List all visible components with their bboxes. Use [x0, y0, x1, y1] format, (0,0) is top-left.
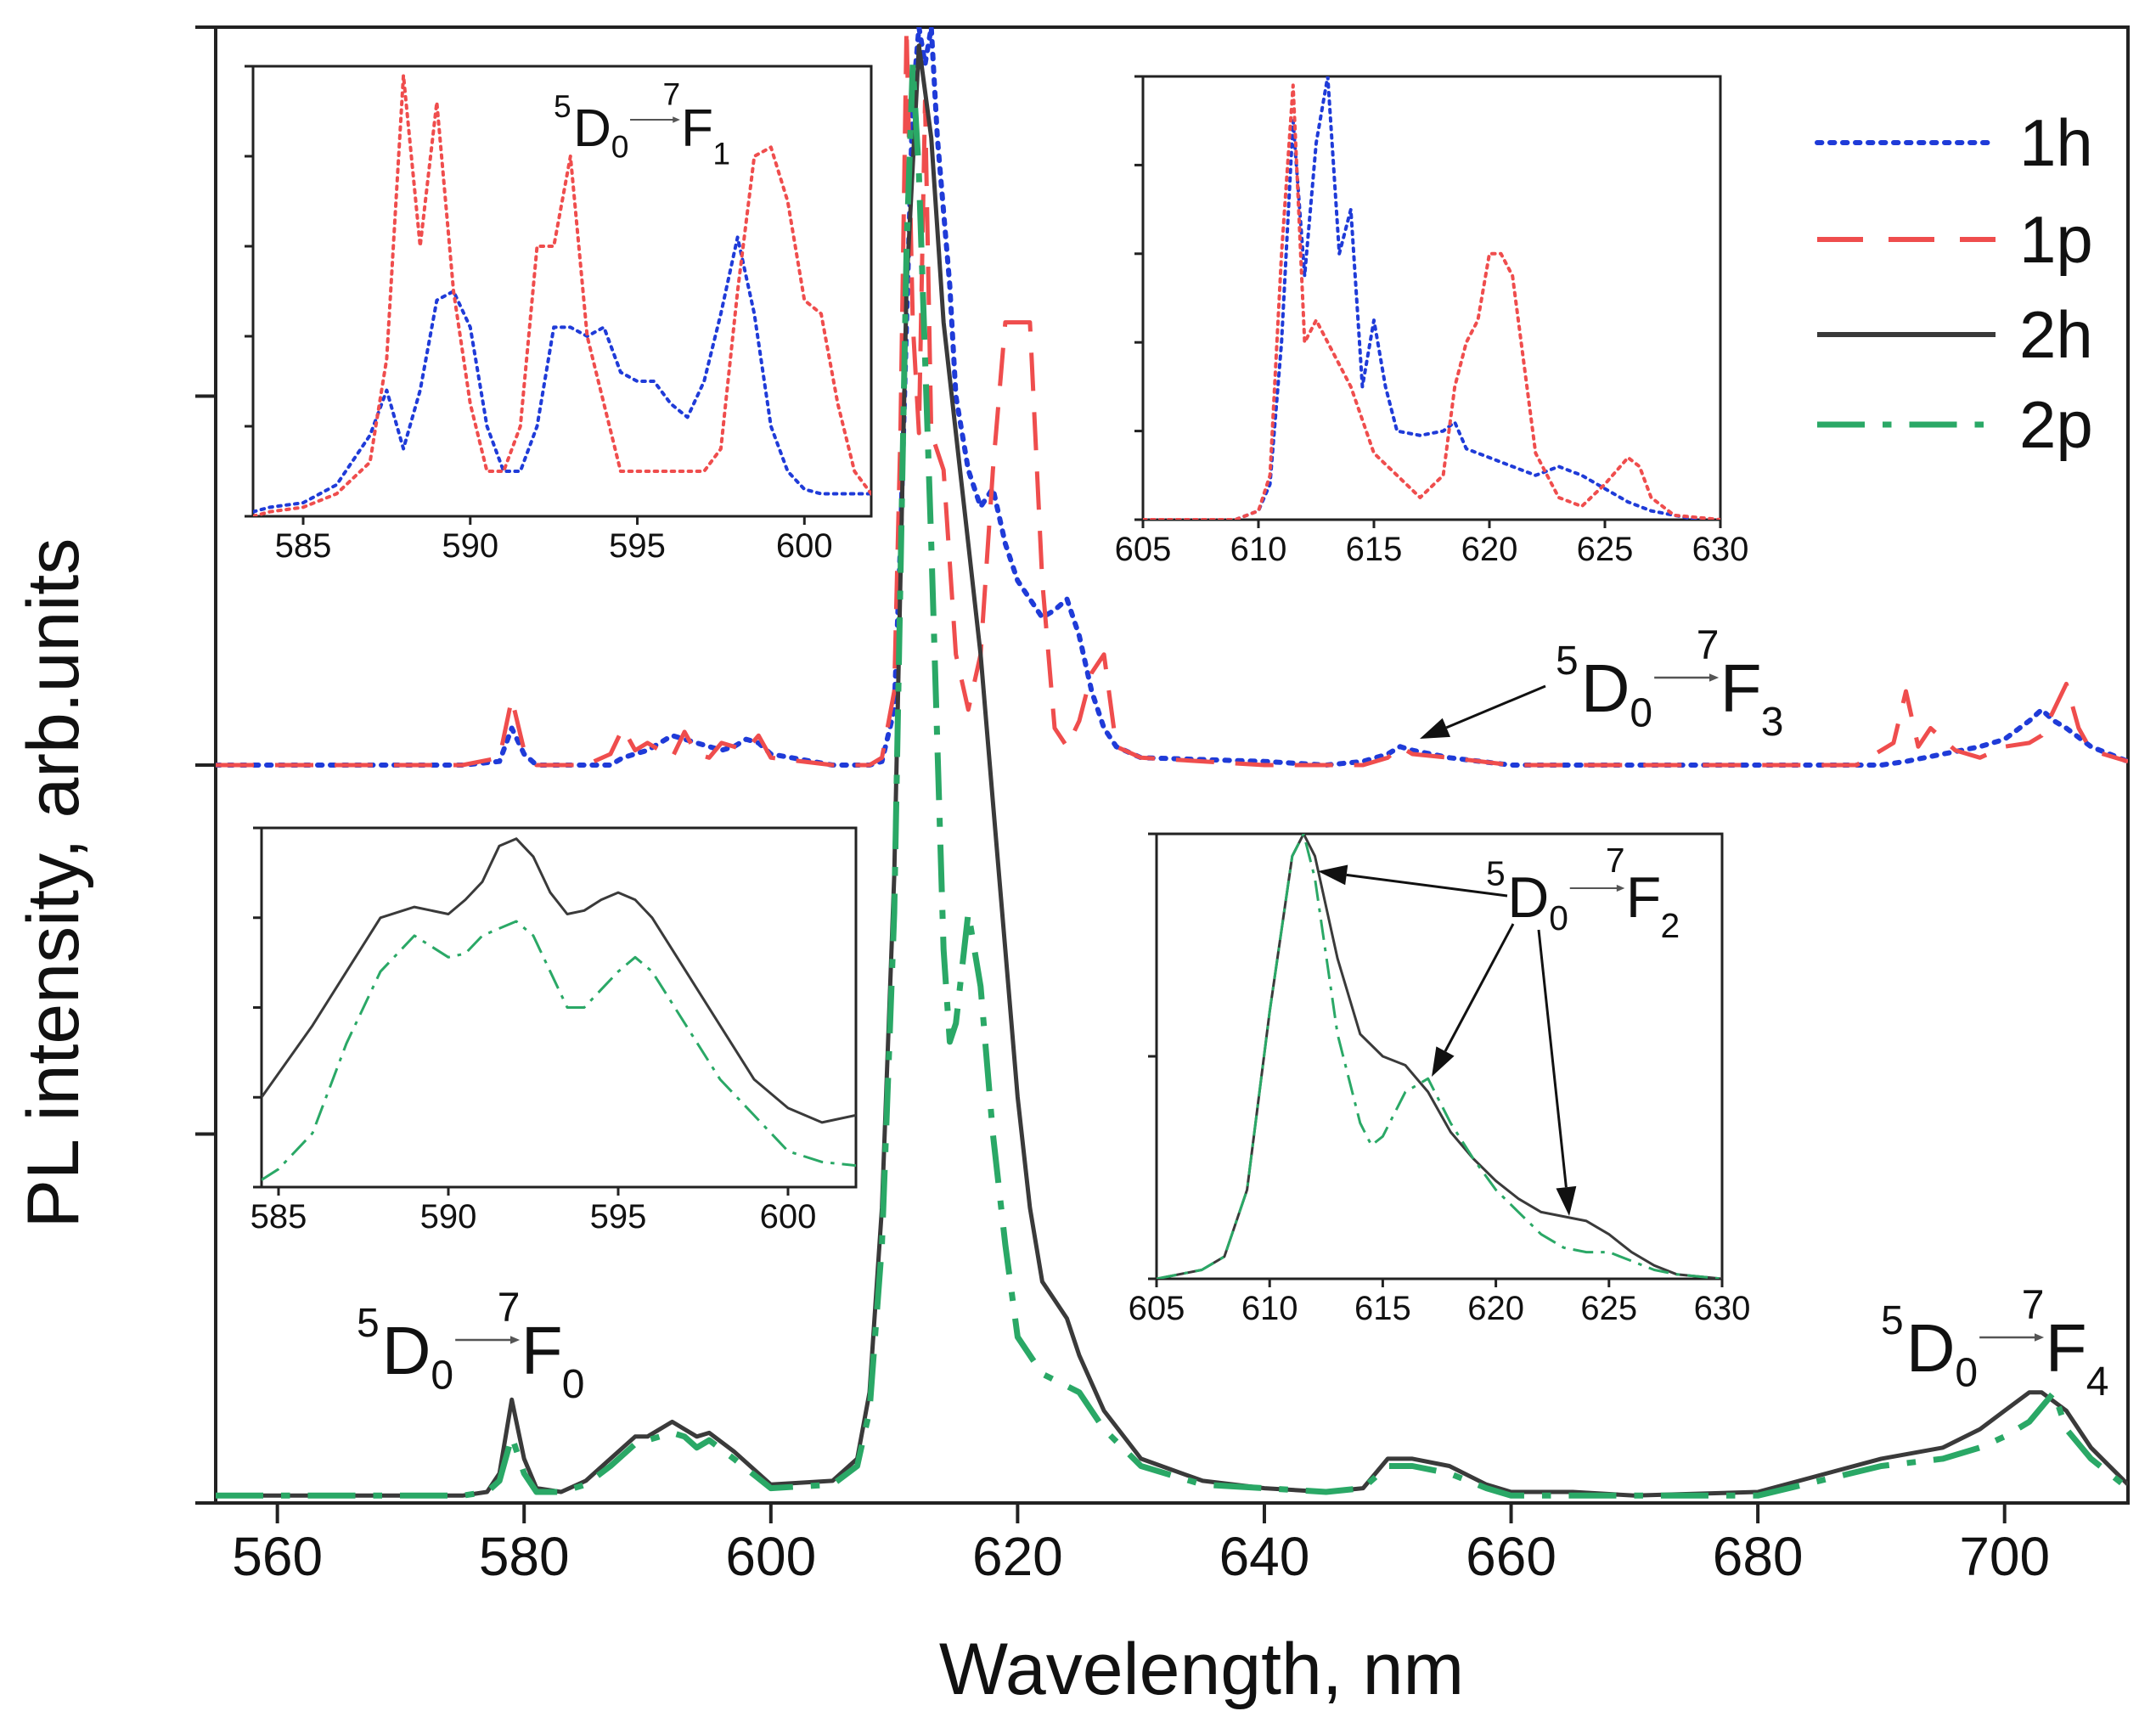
svg-text:7: 7: [1606, 841, 1625, 880]
annotations: 5 D 07F 15 D 07F 35 D 07F 25 D 07F 05 D 07F 4: [357, 76, 2108, 1407]
transition-label-f3: 5 D 07F 3: [1556, 623, 1783, 745]
annotation-arrow: [1318, 864, 1508, 898]
x-tick-label: 610: [1230, 531, 1287, 568]
x-tick-label: 580: [479, 1526, 570, 1587]
x-tick-label: 630: [1692, 531, 1749, 568]
svg-text:F: F: [521, 1313, 563, 1388]
annotation-arrow: [1537, 929, 1577, 1216]
svg-text:D: D: [573, 99, 611, 158]
svg-text:0: 0: [562, 1362, 585, 1407]
x-tick-label: 590: [420, 1198, 477, 1235]
x-tick-label: 640: [1219, 1526, 1310, 1587]
inset-2-series: [1143, 76, 1720, 520]
legend: 1h 1p 2h 2p: [1815, 105, 2093, 462]
svg-text:2: 2: [1660, 906, 1680, 945]
svg-text:5: 5: [1486, 854, 1506, 893]
svg-text:7: 7: [2022, 1283, 2045, 1328]
series-2h-line: [262, 837, 856, 1124]
svg-text:7: 7: [498, 1286, 521, 1331]
svg-text:0: 0: [1955, 1351, 1978, 1396]
svg-text:F: F: [681, 99, 713, 158]
transition-label-f2: 5 D 07F 2: [1486, 841, 1680, 945]
x-tick-label: 605: [1115, 531, 1172, 568]
x-tick-label: 595: [590, 1198, 647, 1235]
y-axis-label: PL intensity, arb.units: [13, 538, 94, 1229]
x-tick-label: 660: [1466, 1526, 1556, 1587]
x-tick-label: 600: [725, 1526, 816, 1587]
svg-text:5: 5: [1881, 1298, 1904, 1343]
series-1p-line: [216, 27, 2128, 768]
x-tick-label: 620: [1461, 531, 1518, 568]
svg-text:0: 0: [1630, 691, 1652, 736]
svg-text:1: 1: [712, 136, 730, 172]
x-tick-label: 615: [1346, 531, 1403, 568]
inset-1: 585 590 595 600: [245, 65, 873, 565]
inset-2: 605 610 615 620 625 630: [1115, 75, 1749, 568]
x-tick-label: 625: [1577, 531, 1634, 568]
svg-text:F: F: [1626, 865, 1662, 930]
insets: 585 590 595 600 605 610 615 620 625 630 585 590 595 6…: [245, 65, 1751, 1327]
svg-text:D: D: [1581, 650, 1630, 726]
inset-2-frame: [1141, 75, 1722, 521]
svg-text:5: 5: [357, 1301, 380, 1346]
svg-text:D: D: [382, 1313, 431, 1388]
series-1h-line: [253, 235, 871, 514]
x-tick-label: 595: [609, 527, 666, 565]
x-tick-label: 600: [776, 527, 833, 565]
svg-text:5: 5: [1556, 639, 1579, 684]
series-1h-line: [1143, 76, 1720, 520]
svg-text:4: 4: [2086, 1359, 2109, 1404]
svg-text:3: 3: [1761, 700, 1784, 745]
series-1p-line: [1143, 83, 1720, 520]
svg-text:F: F: [2046, 1310, 2087, 1386]
x-tick-label: 610: [1241, 1290, 1298, 1327]
series-2p-line: [216, 61, 2128, 1499]
legend-label-2p: 2p: [2019, 387, 2093, 462]
x-tick-label: 605: [1129, 1290, 1185, 1327]
x-axis-label: Wavelength, nm: [939, 1629, 1464, 1710]
x-tick-label: 620: [1467, 1290, 1524, 1327]
inset-1-frame: [251, 65, 873, 518]
svg-text:7: 7: [662, 76, 680, 112]
series-2p-line: [262, 920, 856, 1181]
inset-1-series: [253, 73, 871, 516]
svg-text:F: F: [1720, 650, 1762, 726]
inset-4-series: [1157, 834, 1722, 1279]
x-tick-label: 585: [275, 527, 332, 565]
inset-3: 585 590 595 600: [251, 826, 858, 1235]
x-tick-label: 560: [232, 1526, 323, 1587]
svg-text:0: 0: [611, 129, 629, 165]
annotation-arrow: [1432, 923, 1515, 1077]
x-tick-label: 625: [1580, 1290, 1637, 1327]
series-1p-line: [253, 73, 871, 516]
annotation-arrow: [1420, 684, 1546, 739]
svg-text:0: 0: [431, 1354, 453, 1399]
svg-text:7: 7: [1697, 623, 1720, 668]
series-2h-line: [216, 43, 2128, 1498]
svg-text:D: D: [1906, 1310, 1956, 1386]
svg-text:D: D: [1507, 865, 1549, 930]
x-tick-label: 680: [1713, 1526, 1804, 1587]
svg-text:0: 0: [1549, 898, 1568, 937]
svg-text:5: 5: [554, 88, 571, 124]
transition-label-f1: 5 D 07F 1: [554, 76, 730, 172]
main-series: [216, 27, 2128, 1499]
x-tick-label: 600: [760, 1198, 817, 1235]
inset-3-frame: [260, 826, 858, 1189]
legend-label-2h: 2h: [2019, 297, 2093, 372]
transition-label-f4: 5 D 07F 4: [1881, 1283, 2108, 1404]
x-tick-label: 620: [972, 1526, 1063, 1587]
legend-label-1h: 1h: [2019, 105, 2093, 180]
transition-label-f0: 5 D 07F 0: [357, 1286, 584, 1407]
x-tick-label: 615: [1354, 1290, 1411, 1327]
inset-3-series: [262, 837, 856, 1181]
x-tick-label: 585: [251, 1198, 307, 1235]
x-tick-label: 590: [442, 527, 498, 565]
legend-label-1p: 1p: [2019, 202, 2093, 277]
x-tick-label: 700: [1959, 1526, 2050, 1587]
x-tick-label: 630: [1694, 1290, 1751, 1327]
